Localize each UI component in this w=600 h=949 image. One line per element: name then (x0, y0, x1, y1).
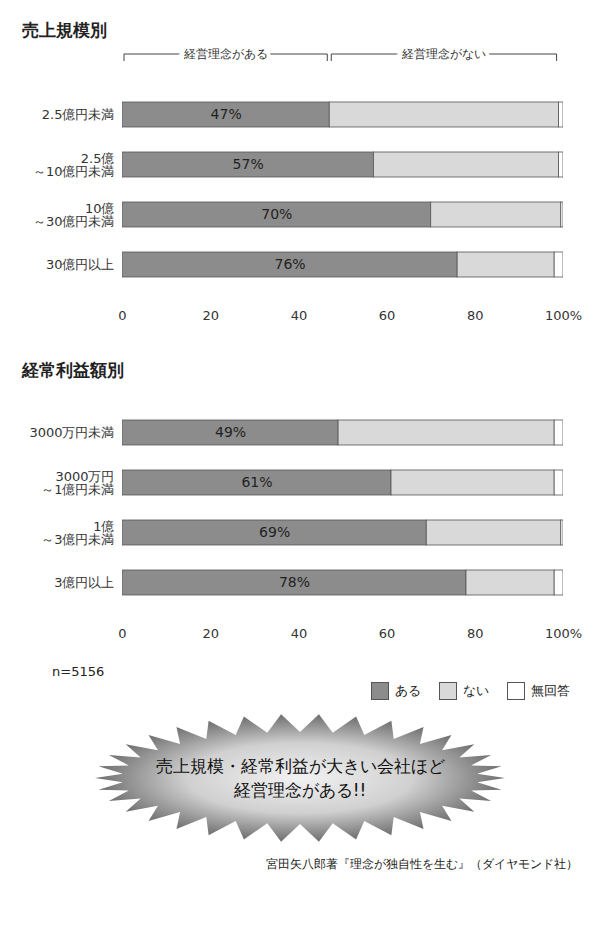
svg-text:経営理念がある!!: 経営理念がある!! (233, 780, 367, 800)
svg-text:57%: 57% (233, 156, 264, 172)
svg-text:69%: 69% (259, 524, 290, 540)
svg-text:100%: 100% (545, 626, 582, 641)
svg-text:47%: 47% (211, 106, 242, 122)
svg-text:49%: 49% (215, 424, 246, 440)
html-text:ある: ある (395, 683, 421, 698)
svg-text:40: 40 (291, 626, 308, 641)
html-text:ない: ない (463, 683, 489, 698)
svg-text:3000万円～1億円未満: 3000万円～1億円未満 (41, 469, 114, 497)
svg-text:80: 80 (467, 308, 484, 323)
svg-text:40: 40 (291, 308, 308, 323)
svg-text:経営理念がある: 経営理念がある (183, 47, 268, 61)
svg-text:30億円以上: 30億円以上 (46, 257, 115, 272)
svg-text:78%: 78% (279, 574, 310, 590)
svg-text:10億～30億円未満: 10億～30億円未満 (33, 201, 115, 229)
svg-text:60: 60 (379, 308, 396, 323)
svg-text:70%: 70% (261, 206, 292, 222)
html-text:経常利益額別: 経常利益額別 (22, 360, 124, 380)
html-text:売上規模別: 売上規模別 (22, 20, 107, 40)
svg-text:1億～3億円未満: 1億～3億円未満 (41, 519, 114, 547)
svg-text:76%: 76% (275, 256, 306, 272)
svg-text:60: 60 (379, 626, 396, 641)
svg-text:3000万円未満: 3000万円未満 (29, 425, 114, 440)
svg-text:20: 20 (202, 626, 219, 641)
svg-text:売上規模・経常利益が大きい会社ほど: 売上規模・経常利益が大きい会社ほど (156, 756, 445, 776)
svg-text:20: 20 (202, 308, 219, 323)
html-text:無回答: 無回答 (531, 683, 570, 698)
svg-text:0: 0 (118, 626, 126, 641)
svg-text:3億円以上: 3億円以上 (54, 575, 114, 590)
svg-text:2.5億～10億円未満: 2.5億～10億円未満 (33, 151, 115, 179)
svg-text:経営理念がない: 経営理念がない (401, 47, 486, 61)
svg-text:100%: 100% (545, 308, 582, 323)
svg-text:0: 0 (118, 308, 126, 323)
html-text:宮田矢八郎著『理念が独自性を生む』（ダイヤモンド社）: 宮田矢八郎著『理念が独自性を生む』（ダイヤモンド社） (266, 857, 578, 871)
html-text:n=5156: n=5156 (52, 664, 105, 679)
svg-text:80: 80 (467, 626, 484, 641)
svg-text:61%: 61% (241, 474, 272, 490)
svg-text:2.5億円未満: 2.5億円未満 (42, 107, 115, 122)
